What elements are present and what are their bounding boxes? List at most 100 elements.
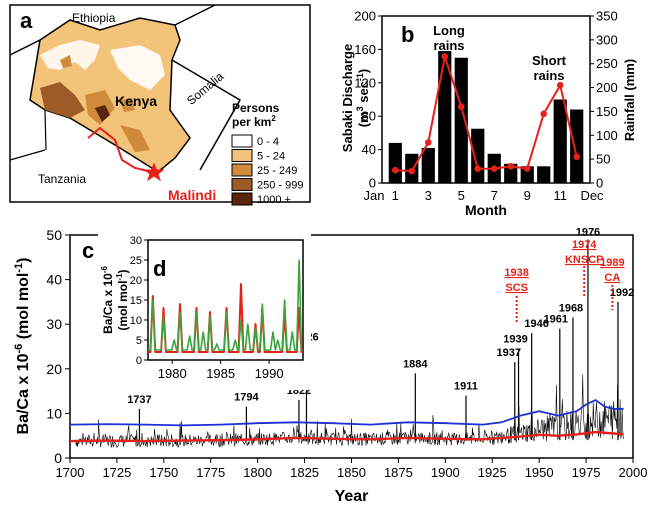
y-tick-label-10: 10 (46, 405, 62, 421)
peak-label-1737: 1737 (127, 394, 151, 406)
panel-a-letter: a (20, 8, 33, 33)
right-tick-label-200: 200 (596, 80, 618, 95)
right-tick-label-350: 350 (596, 9, 618, 24)
left-tick-label-0: 0 (369, 176, 376, 191)
legend-title-line1: Persons (232, 101, 280, 115)
x-tick-label-4: 7 (491, 188, 498, 203)
rainfall-point-2 (408, 167, 416, 175)
border-ethiopia-somalia (174, 4, 216, 26)
legend-swatch-3 (231, 178, 253, 191)
somalia-coast (171, 59, 242, 171)
rainfall-point-3 (424, 139, 432, 146)
rainfall-line (395, 52, 578, 173)
annotation-line1-0: Long (433, 23, 465, 38)
inset-y-tick-label-10: 10 (130, 315, 142, 327)
annotation-line1-1: Short (532, 53, 567, 68)
x-tick-label-1700: 1700 (56, 465, 85, 480)
legend-swatch-4 (231, 192, 253, 206)
event-label-KNSCP: KNSCP (565, 254, 604, 266)
panel-d-letter: d (153, 256, 166, 281)
event-year-1974: 1974 (572, 239, 597, 251)
right-tick-label-150: 150 (596, 104, 618, 119)
x-tick-label-1: 1 (392, 188, 399, 203)
blue-threshold-line (69, 398, 624, 427)
rainfall-point-7 (490, 165, 498, 172)
inset-ylabel-line1: Ba/Ca x 10-6 (100, 266, 115, 334)
x-tick-label-1725: 1725 (102, 465, 131, 480)
discharge-bar-9 (520, 166, 534, 183)
red-baseline-line (69, 430, 624, 443)
border-west (9, 39, 41, 56)
panel-c-letter: c (82, 238, 94, 263)
x-tick-label-1950: 1950 (525, 465, 554, 480)
x-tick-label-6: 11 (553, 188, 567, 203)
kenya-low-density-east (110, 45, 165, 90)
annotation-line2-1: rains (533, 68, 564, 83)
peak-label-1911: 1911 (454, 381, 478, 393)
discharge-bar-3 (421, 147, 435, 183)
rainfall-point-8 (507, 163, 515, 170)
peak-label-1992: 1992 (610, 287, 634, 299)
inset-y-tick-label-0: 0 (136, 355, 142, 367)
x-tick-label-3: 5 (458, 188, 465, 203)
panel-b-ylabel-right: Rainfall (mm) (622, 59, 637, 141)
discharge-bar-12 (570, 109, 584, 183)
discharge-bar-8 (504, 163, 518, 183)
panel-b-xlabel: Month (465, 202, 507, 218)
rainfall-point-10 (540, 110, 548, 118)
kenya-patch-1 (60, 55, 72, 68)
event-label-SCS: SCS (505, 282, 528, 294)
left-tick-label-120: 120 (354, 75, 376, 90)
legend-label-0: 0 - 4 (257, 136, 279, 148)
panel-b-frame (381, 15, 591, 184)
rainfall-point-12 (573, 153, 581, 161)
x-tick-label-2: 3 (425, 188, 432, 203)
peak-label-1794: 1794 (234, 392, 259, 404)
event-label-CA: CA (604, 272, 620, 284)
right-tick-label-0: 0 (596, 176, 603, 191)
left-tick-label-40: 40 (362, 142, 376, 157)
panel-c-ylabel: Ba/Ca x 10-6 (mol mol-1) (13, 258, 32, 435)
panel-a-map: a Ethiopia Somalia Kenya Tanzania Malind… (9, 4, 311, 206)
right-tick-label-250: 250 (596, 56, 618, 71)
peak-label-1884: 1884 (403, 358, 428, 370)
inset-y-tick-label-25: 25 (130, 255, 142, 267)
panel-b-ylabel-left: Sabaki Discharge (340, 44, 355, 152)
kenya-patch-2 (120, 98, 135, 112)
left-tick-label-200: 200 (354, 9, 376, 24)
event-year-1989: 1989 (600, 257, 624, 269)
x-tick-label-1750: 1750 (149, 465, 178, 480)
legend-swatch-2 (231, 163, 253, 177)
panel-b-chart: 0 40 80 120 160 200 0 50 100 150 200 250 300 350 Jan 1 3… (340, 9, 637, 219)
annotation-line2-0: rains (433, 38, 464, 53)
x-tick-label-0: Jan (364, 188, 385, 203)
discharge-bar-11 (553, 99, 567, 183)
x-tick-label-1925: 1925 (478, 465, 507, 480)
discharge-bar-4 (438, 51, 452, 183)
inset-x-tick-label-1985: 1985 (206, 366, 235, 381)
population-legend: Persons per km2 0 - 4 5 - 24 25 - 249 250 -… (231, 101, 303, 206)
label-malindi: Malindi (168, 187, 216, 203)
lake-victoria-edge (44, 109, 47, 151)
rainfall-point-4 (441, 53, 449, 60)
legend-label-3: 250 - 999 (257, 180, 303, 192)
x-tick-label-2000: 2000 (619, 465, 648, 480)
rainfall-point-1 (391, 166, 399, 174)
panel-c-chart: 1737179418221826188419111937193919461961… (13, 226, 647, 505)
label-kenya: Kenya (115, 93, 157, 109)
kenya-very-high-density (95, 105, 110, 122)
panel-d-inset-chart: 1980 1985 1990 0 5 10 15 20 25 30 Ba/Ca x 10-6(mol… (98, 232, 311, 390)
inset-y-tick-label-20: 20 (130, 275, 142, 287)
rainfall-point-5 (457, 103, 465, 110)
inset-y-tick-label-30: 30 (130, 235, 142, 247)
left-tick-label-80: 80 (362, 109, 376, 124)
peak-label-1939: 1939 (503, 334, 527, 346)
y-tick-label-40: 40 (46, 272, 62, 288)
kenya-mid-density-coast (120, 125, 150, 152)
y-tick-label-50: 50 (46, 227, 62, 243)
x-tick-label-1975: 1975 (572, 465, 601, 480)
x-tick-label-1875: 1875 (384, 465, 413, 480)
discharge-bar-10 (537, 166, 551, 183)
rainfall-point-6 (474, 165, 482, 172)
